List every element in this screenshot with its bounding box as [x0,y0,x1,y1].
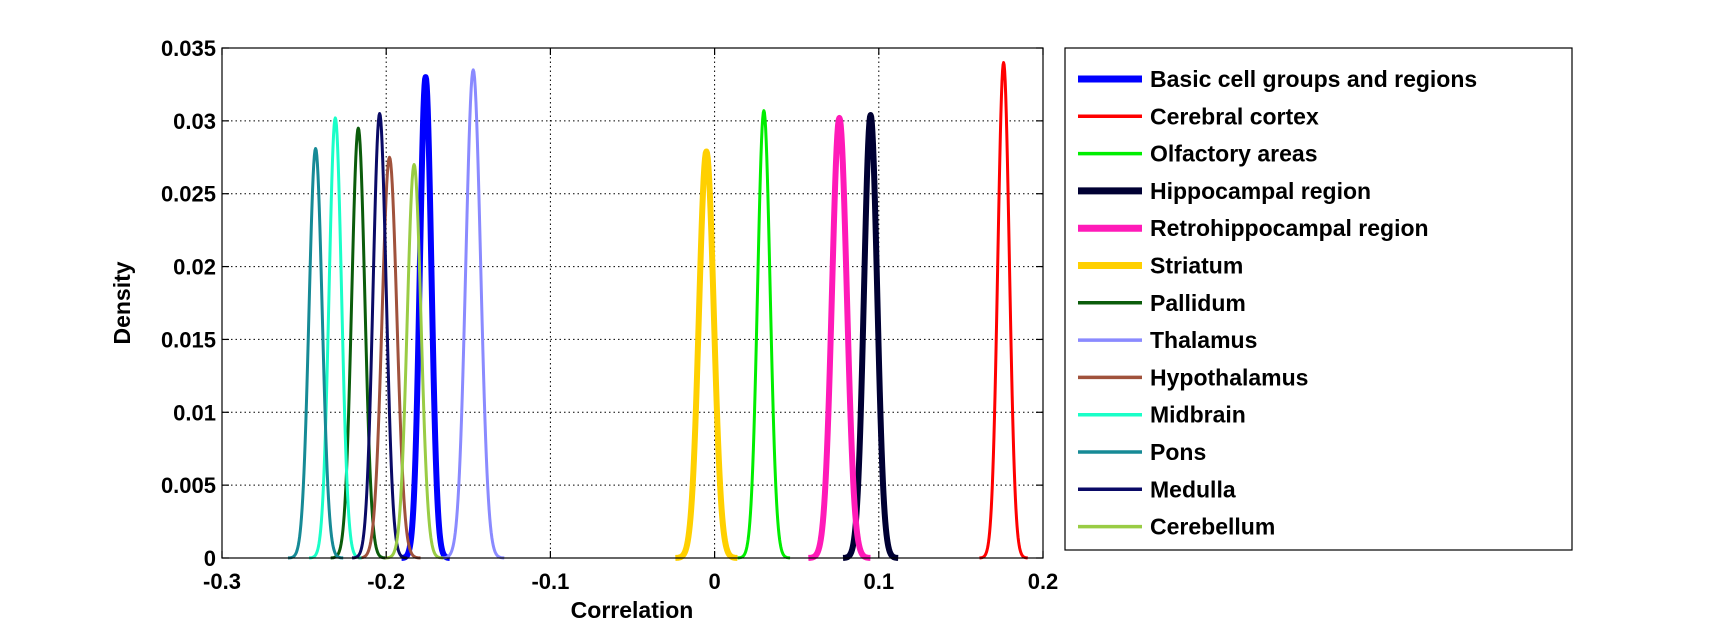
legend-label-cerebral-cortex: Cerebral cortex [1150,103,1319,129]
series-curve-pons [287,147,345,560]
legend-label-retrohippocampal-region: Retrohippocampal region [1150,215,1429,241]
series-curve-thalamus [441,68,506,560]
y-tick-label: 0.01 [173,400,216,425]
legend-label-hippocampal-region: Hippocampal region [1150,178,1371,204]
legend-label-hypothalamus: Hypothalamus [1150,364,1308,390]
plot-frame [221,47,1044,559]
legend-box [1064,47,1573,551]
y-tick-label: 0.015 [161,327,216,352]
y-tick-label: 0.035 [161,36,216,61]
x-tick-label: 0.2 [1028,569,1059,594]
legend-label-olfactory-areas: Olfactory areas [1150,141,1317,167]
x-tick-label: -0.1 [531,569,569,594]
x-tick-label: 0.1 [864,569,895,594]
series-curve-hippocampal-region [840,112,901,561]
series-curve-midbrain [308,116,363,560]
legend-label-cerebellum: Cerebellum [1150,514,1275,540]
legend-label-pons: Pons [1150,439,1206,465]
y-tick-label: 0.02 [173,255,216,280]
legend-label-thalamus: Thalamus [1150,327,1257,353]
legend: Basic cell groups and regions Cerebral co… [1064,47,1573,551]
y-tick-label: 0 [204,546,216,571]
y-tick-label: 0.03 [173,109,216,134]
series-curve-pallidum [329,126,387,560]
legend-label-midbrain: Midbrain [1150,402,1246,428]
series-curve-medulla [351,112,409,560]
series-curve-cerebellum [384,163,444,560]
series-curves [287,61,1029,561]
series-curve-olfactory-areas [736,109,791,560]
series-curve-striatum [673,148,740,561]
y-tick-label: 0.005 [161,473,216,498]
series-curve-retrohippocampal-region [806,114,873,561]
series-curve-hypothalamus [357,155,422,560]
series-curve-cerebral-cortex [978,61,1029,560]
x-tick-label: -0.3 [203,569,241,594]
x-tick-label: -0.2 [367,569,405,594]
x-axis-title: Correlation [571,597,694,623]
legend-label-pallidum: Pallidum [1150,290,1246,316]
legend-label-striatum: Striatum [1150,253,1243,279]
y-tick-label: 0.025 [161,182,216,207]
y-axis-title: Density [109,261,135,344]
legend-label-medulla: Medulla [1150,476,1236,502]
axis-ticks: -0.3 -0.2 -0.1 0 0.1 0.2 0 0.005 0.01 0.015 0.02 0.… [161,36,1058,594]
grid-lines [222,48,1043,558]
x-tick-label: 0 [708,569,720,594]
legend-label-basic-cell-groups-and-regions: Basic cell groups and regions [1150,66,1477,92]
